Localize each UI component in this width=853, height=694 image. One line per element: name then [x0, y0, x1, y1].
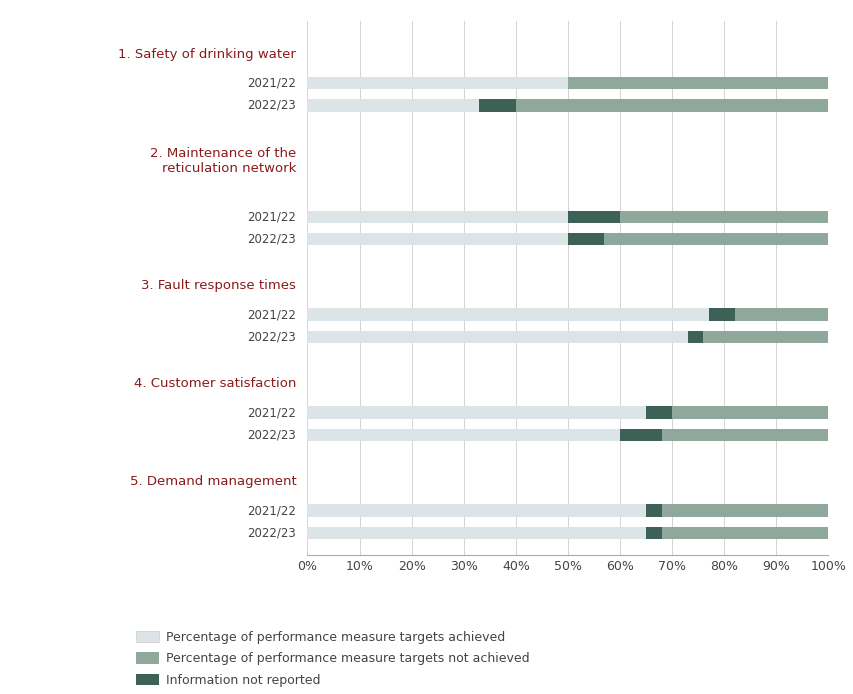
Bar [671, 407, 827, 419]
Bar [515, 99, 827, 112]
Text: 3. Fault response times: 3. Fault response times [142, 279, 296, 292]
Bar [661, 527, 827, 539]
Text: 1. Safety of drinking water: 1. Safety of drinking water [119, 48, 296, 60]
Bar [646, 505, 661, 517]
Text: 2021/22: 2021/22 [247, 308, 296, 321]
Bar [687, 331, 703, 344]
Bar [567, 210, 619, 223]
Bar [307, 527, 646, 539]
Bar [307, 232, 567, 245]
Bar [646, 407, 671, 419]
Bar [307, 210, 567, 223]
Bar [661, 505, 827, 517]
Text: 2022/23: 2022/23 [247, 428, 296, 441]
Bar [646, 527, 661, 539]
Bar [307, 331, 687, 344]
Bar [604, 232, 827, 245]
Bar [708, 309, 734, 321]
Bar [619, 210, 827, 223]
Text: 2022/23: 2022/23 [247, 527, 296, 539]
Text: 2022/23: 2022/23 [247, 232, 296, 246]
Text: 2021/22: 2021/22 [247, 76, 296, 90]
Bar [307, 77, 567, 90]
Text: 2021/22: 2021/22 [247, 210, 296, 223]
Text: 2021/22: 2021/22 [247, 406, 296, 419]
Bar [307, 505, 646, 517]
Text: 2021/22: 2021/22 [247, 504, 296, 517]
Bar [307, 99, 479, 112]
Bar [479, 99, 515, 112]
Text: 4. Customer satisfaction: 4. Customer satisfaction [134, 378, 296, 390]
Bar [661, 429, 827, 441]
Bar [619, 429, 661, 441]
Bar [734, 309, 827, 321]
Bar [567, 77, 827, 90]
Text: 5. Demand management: 5. Demand management [130, 475, 296, 488]
Bar [567, 232, 604, 245]
Bar [703, 331, 827, 344]
Legend: Percentage of performance measure targets achieved, Percentage of performance me: Percentage of performance measure target… [131, 625, 534, 692]
Text: 2022/23: 2022/23 [247, 330, 296, 344]
Bar [307, 429, 619, 441]
Bar [307, 309, 708, 321]
Text: 2022/23: 2022/23 [247, 99, 296, 112]
Bar [307, 407, 646, 419]
Text: 2. Maintenance of the
reticulation network: 2. Maintenance of the reticulation netwo… [150, 147, 296, 175]
